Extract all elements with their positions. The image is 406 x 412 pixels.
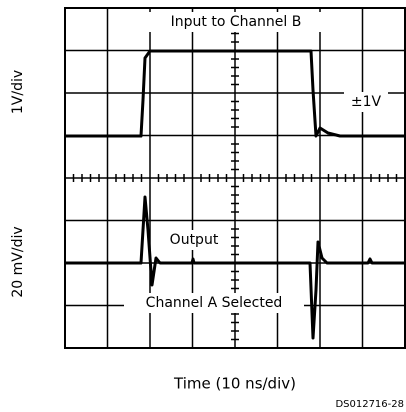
channel-label: Channel A Selected: [146, 295, 283, 311]
figure-id: DS012716-28: [335, 399, 404, 410]
title: Input to Channel B: [171, 14, 302, 30]
label-bg: [158, 230, 230, 250]
label-bg: [344, 92, 388, 112]
frame: [64, 7, 406, 349]
y-label-bottom: 20 mV/div: [10, 226, 26, 297]
range-label: ±1V: [351, 94, 382, 110]
label-bg: [124, 293, 304, 313]
output-trace: [65, 195, 405, 340]
x-label: Time (10 ns/div): [173, 375, 296, 393]
output-label: Output: [170, 232, 219, 248]
label-bg: [148, 12, 324, 32]
input-trace: [65, 49, 405, 138]
y-label-top: 1V/div: [10, 70, 26, 114]
